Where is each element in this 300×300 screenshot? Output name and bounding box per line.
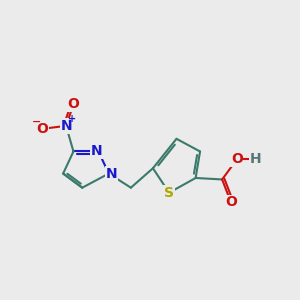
Text: N: N bbox=[105, 167, 117, 181]
Text: N: N bbox=[60, 119, 72, 133]
Text: +: + bbox=[68, 114, 76, 124]
Text: H: H bbox=[250, 152, 262, 167]
Text: N: N bbox=[90, 145, 102, 158]
Text: −: − bbox=[32, 117, 41, 127]
Text: S: S bbox=[164, 186, 174, 200]
Text: O: O bbox=[68, 98, 80, 111]
Text: O: O bbox=[225, 195, 237, 209]
Text: O: O bbox=[231, 152, 243, 167]
Text: O: O bbox=[37, 122, 49, 136]
